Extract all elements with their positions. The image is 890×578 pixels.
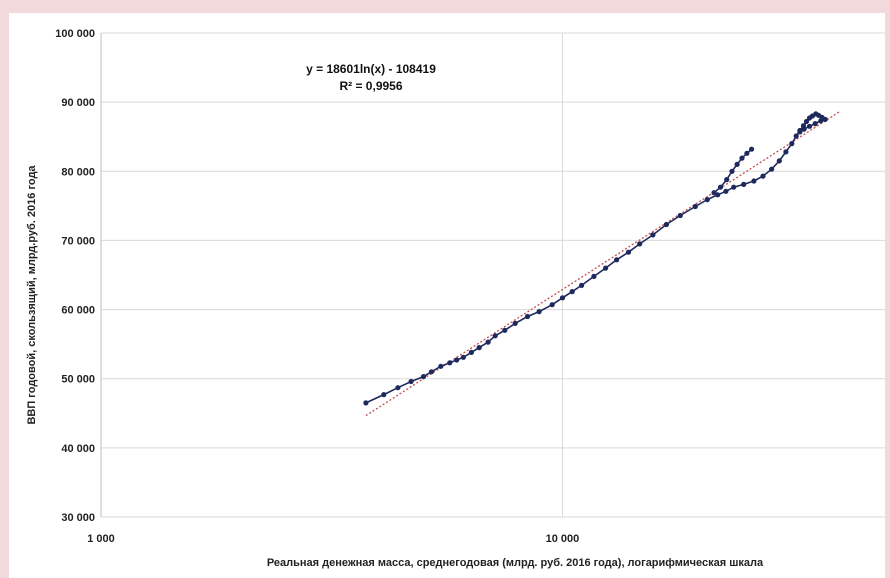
data-point <box>749 146 755 152</box>
data-point <box>677 212 683 219</box>
data-point <box>559 295 566 301</box>
data-point <box>428 369 434 375</box>
data-point <box>729 168 735 174</box>
data-point <box>663 221 670 228</box>
series-line <box>365 112 828 404</box>
data-point <box>704 197 710 203</box>
data-point <box>650 232 656 238</box>
data-point <box>793 133 799 139</box>
data-point <box>776 158 782 164</box>
data-point <box>476 345 482 351</box>
data-point <box>723 188 729 194</box>
x-tick-label: 1 000 <box>87 533 115 545</box>
series-group <box>363 111 828 406</box>
data-point <box>395 385 401 391</box>
data-point <box>806 123 813 129</box>
data-point <box>797 129 803 135</box>
data-point <box>801 126 807 132</box>
data-point <box>438 363 444 369</box>
data-point <box>603 265 609 271</box>
data-point <box>591 273 597 279</box>
data-point <box>717 184 724 190</box>
data-point <box>447 360 453 366</box>
data-point <box>625 249 632 255</box>
data-point <box>512 320 518 326</box>
data-point <box>731 184 737 190</box>
data-point <box>468 349 474 355</box>
data-point <box>420 374 427 380</box>
data-point <box>536 309 542 315</box>
data-point <box>502 327 508 333</box>
data-point <box>769 166 775 172</box>
trendline <box>365 110 841 417</box>
y-tick-label: 50 000 <box>61 374 95 386</box>
data-point <box>692 203 698 210</box>
chart-svg: 30 000 40 000 50 000 60 000 70 000 80 000 90 0… <box>26 28 885 569</box>
data-point <box>492 333 498 339</box>
data-point <box>408 378 414 385</box>
tick-labels: 30 000 40 000 50 000 60 000 70 000 80 000 90 0… <box>55 28 579 545</box>
data-point <box>744 150 750 156</box>
y-tick-label: 90 000 <box>61 97 95 109</box>
data-point <box>711 190 717 196</box>
x-tick-label: 10 000 <box>546 533 580 545</box>
data-point <box>803 118 810 125</box>
data-point <box>751 178 757 184</box>
data-point <box>822 116 828 122</box>
data-point <box>789 141 795 147</box>
trendline-group <box>365 110 841 417</box>
data-point <box>549 302 555 308</box>
y-tick-label: 100 000 <box>55 28 95 40</box>
data-point <box>741 181 747 187</box>
y-axis-title: ВВП годовой, скользящий, млрд.руб. 2016 … <box>26 165 38 425</box>
y-tick-label: 70 000 <box>61 235 95 247</box>
data-point <box>485 339 491 345</box>
data-point <box>460 354 466 360</box>
data-point <box>637 241 643 247</box>
data-point <box>614 257 620 263</box>
x-axis-title: Реальная денежная масса, среднегодовая (… <box>267 557 764 569</box>
data-point <box>454 357 460 363</box>
data-point <box>734 161 740 167</box>
data-point <box>812 121 818 127</box>
data-point <box>569 289 575 295</box>
data-point <box>579 282 585 288</box>
y-tick-label: 80 000 <box>61 166 95 178</box>
chart-panel: 30 000 40 000 50 000 60 000 70 000 80 000 90 0… <box>9 13 885 578</box>
equation-text: y = 18601ln(x) - 108419 <box>306 62 436 76</box>
y-tick-label: 60 000 <box>61 305 95 317</box>
y-tick-label: 40 000 <box>61 443 95 455</box>
data-point <box>783 149 789 155</box>
data-point <box>724 177 730 183</box>
data-point <box>739 155 745 161</box>
grid-lines <box>100 32 885 518</box>
data-point <box>818 118 824 124</box>
data-point <box>363 400 369 406</box>
data-point <box>524 313 531 320</box>
y-tick-label: 30 000 <box>61 512 95 524</box>
data-point <box>381 392 387 398</box>
data-point <box>760 173 766 179</box>
r-squared-text: R² = 0,9956 <box>339 79 402 93</box>
